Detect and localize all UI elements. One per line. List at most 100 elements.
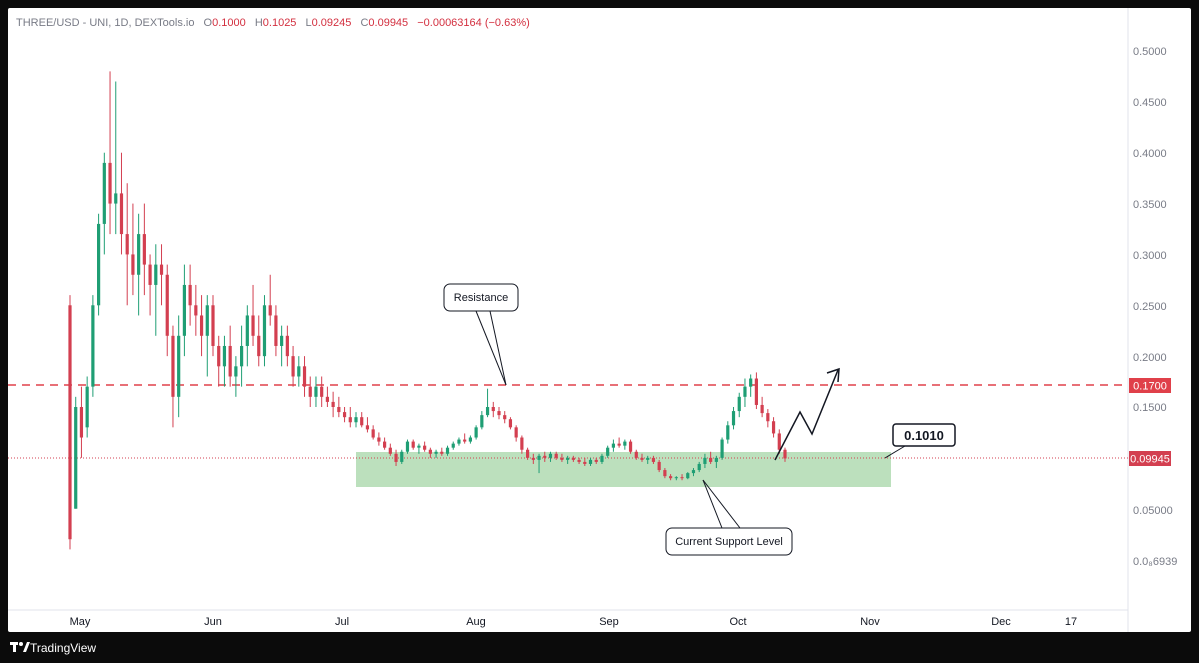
candle-body[interactable] xyxy=(623,441,627,446)
candle-body[interactable] xyxy=(754,378,758,405)
candle-body[interactable] xyxy=(548,453,553,458)
candle-body[interactable] xyxy=(663,470,667,477)
candle-body[interactable] xyxy=(377,437,381,442)
candle-body[interactable] xyxy=(423,445,427,450)
candle-body[interactable] xyxy=(691,470,696,474)
candle-body[interactable] xyxy=(365,425,370,430)
candle-body[interactable] xyxy=(428,449,432,454)
candle-body[interactable] xyxy=(411,441,415,448)
candle-body[interactable] xyxy=(497,411,501,416)
candle-body[interactable] xyxy=(646,457,650,460)
candle-body[interactable] xyxy=(651,457,656,462)
candle-body[interactable] xyxy=(594,459,598,462)
candle-body[interactable] xyxy=(480,415,484,428)
candle-body[interactable] xyxy=(211,305,215,346)
candle-body[interactable] xyxy=(314,386,318,397)
candle-body[interactable] xyxy=(657,461,661,471)
candle-body[interactable] xyxy=(137,234,141,275)
candle-body[interactable] xyxy=(709,457,713,462)
candle-body[interactable] xyxy=(514,427,518,438)
candle-body[interactable] xyxy=(188,284,192,306)
candle-body[interactable] xyxy=(148,264,152,285)
candle-body[interactable] xyxy=(142,234,146,265)
candle-body[interactable] xyxy=(583,461,587,464)
candle-body[interactable] xyxy=(771,421,776,434)
candle-body[interactable] xyxy=(308,386,312,397)
candle-body[interactable] xyxy=(165,274,169,336)
candle-body[interactable] xyxy=(194,305,198,316)
candle-body[interactable] xyxy=(342,412,347,418)
candle-body[interactable] xyxy=(371,429,375,438)
candle-body[interactable] xyxy=(703,457,707,464)
candle-body[interactable] xyxy=(600,455,604,462)
candle-body[interactable] xyxy=(537,455,541,460)
candle-body[interactable] xyxy=(686,473,690,479)
candle-body[interactable] xyxy=(182,284,186,336)
candle-body[interactable] xyxy=(205,305,209,336)
candle-body[interactable] xyxy=(434,451,438,454)
candle-body[interactable] xyxy=(783,449,787,459)
candle-body[interactable] xyxy=(714,457,718,462)
candle-body[interactable] xyxy=(228,345,232,377)
candle-body[interactable] xyxy=(577,459,581,462)
candle-body[interactable] xyxy=(108,162,112,204)
candle-body[interactable] xyxy=(217,345,221,367)
candle-body[interactable] xyxy=(417,445,421,448)
candle-body[interactable] xyxy=(566,457,570,460)
candle-body[interactable] xyxy=(588,459,593,464)
candle-body[interactable] xyxy=(114,193,118,204)
candle-body[interactable] xyxy=(383,441,387,448)
candle-body[interactable] xyxy=(749,378,753,387)
candle-body[interactable] xyxy=(320,386,324,397)
candle-body[interactable] xyxy=(348,417,352,423)
candle-body[interactable] xyxy=(760,404,764,414)
candle-body[interactable] xyxy=(251,315,255,336)
candle-body[interactable] xyxy=(280,335,284,346)
candle-body[interactable] xyxy=(491,407,495,412)
candle-body[interactable] xyxy=(554,453,558,458)
candle-body[interactable] xyxy=(274,315,278,346)
candle-body[interactable] xyxy=(262,305,267,357)
candle-body[interactable] xyxy=(171,335,175,397)
candle-body[interactable] xyxy=(302,366,307,387)
candle-body[interactable] xyxy=(257,335,261,357)
candle-body[interactable] xyxy=(199,315,204,336)
candle-body[interactable] xyxy=(463,439,467,442)
candle-body[interactable] xyxy=(285,335,289,357)
candle-body[interactable] xyxy=(400,451,404,462)
candle-body[interactable] xyxy=(611,443,615,448)
candle-body[interactable] xyxy=(731,411,736,426)
candle-body[interactable] xyxy=(79,407,84,438)
candle-body[interactable] xyxy=(457,439,461,444)
candle-body[interactable] xyxy=(394,453,398,462)
candle-body[interactable] xyxy=(508,419,513,428)
candle-body[interactable] xyxy=(640,457,644,460)
candle-body[interactable] xyxy=(74,407,78,509)
candle-body[interactable] xyxy=(360,417,364,426)
candle-body[interactable] xyxy=(520,437,524,450)
candle-body[interactable] xyxy=(354,417,358,423)
candle-body[interactable] xyxy=(628,441,633,452)
candle-body[interactable] xyxy=(674,477,678,479)
candle-body[interactable] xyxy=(560,457,564,460)
candle-body[interactable] xyxy=(697,463,701,471)
candle-body[interactable] xyxy=(485,407,490,416)
candle-body[interactable] xyxy=(526,449,530,458)
candle-body[interactable] xyxy=(154,264,158,285)
candle-body[interactable] xyxy=(531,457,535,460)
candle-body[interactable] xyxy=(102,162,106,224)
candle-body[interactable] xyxy=(337,407,341,413)
candle-body[interactable] xyxy=(503,415,507,420)
candle-body[interactable] xyxy=(720,439,724,458)
candle-body[interactable] xyxy=(766,413,770,422)
candle-body[interactable] xyxy=(159,264,164,275)
candle-body[interactable] xyxy=(468,437,472,442)
candle-body[interactable] xyxy=(726,425,730,440)
candle-body[interactable] xyxy=(543,455,547,458)
candle-body[interactable] xyxy=(68,305,72,540)
candle-body[interactable] xyxy=(85,386,89,428)
candle-body[interactable] xyxy=(440,451,444,454)
candle-body[interactable] xyxy=(680,477,684,479)
candle-body[interactable] xyxy=(177,335,181,397)
candle-body[interactable] xyxy=(445,447,450,454)
